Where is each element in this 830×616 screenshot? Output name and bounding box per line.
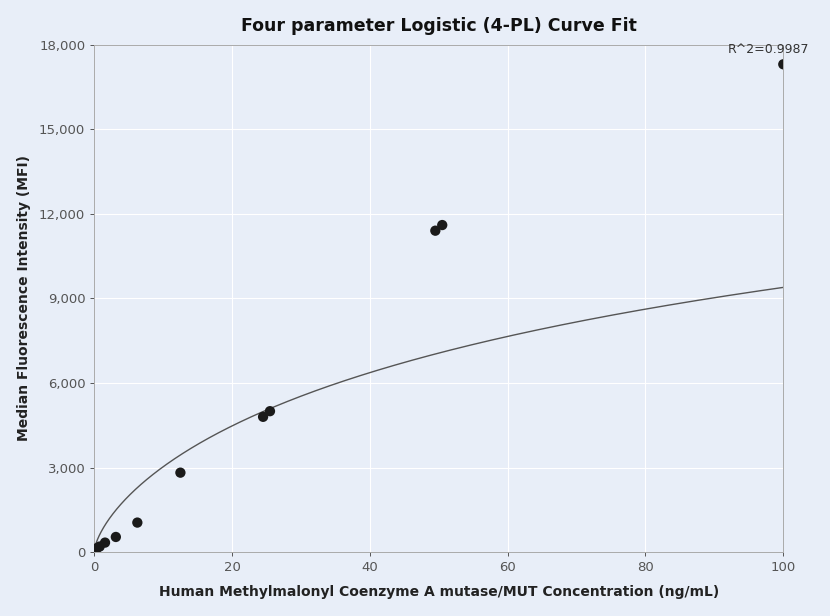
Point	[99, 538, 112, 548]
X-axis label: Human Methylmalonyl Coenzyme A mutase/MUT Concentration (ng/mL): Human Methylmalonyl Coenzyme A mutase/MU…	[159, 585, 719, 599]
Point	[110, 532, 123, 542]
Point	[173, 468, 187, 477]
Point	[130, 517, 144, 527]
Point	[429, 225, 442, 235]
Point	[256, 412, 270, 422]
Point	[436, 220, 449, 230]
Y-axis label: Median Fluorescence Intensity (MFI): Median Fluorescence Intensity (MFI)	[17, 155, 31, 442]
Point	[93, 541, 106, 551]
Point	[90, 543, 104, 553]
Text: R^2=0.9987: R^2=0.9987	[728, 43, 810, 56]
Title: Four parameter Logistic (4-PL) Curve Fit: Four parameter Logistic (4-PL) Curve Fit	[241, 17, 637, 34]
Point	[777, 59, 790, 69]
Point	[263, 407, 276, 416]
